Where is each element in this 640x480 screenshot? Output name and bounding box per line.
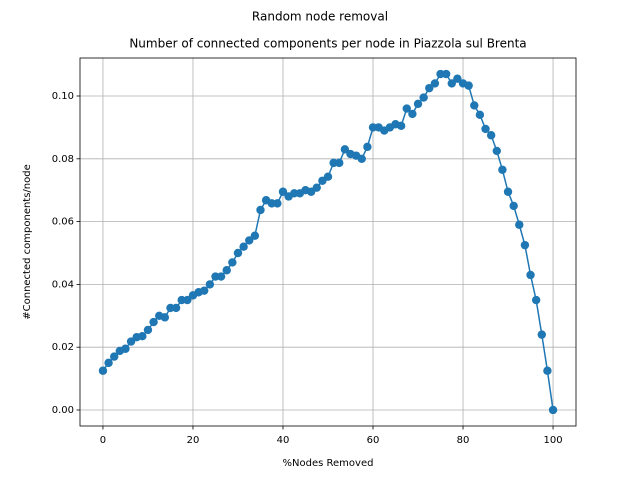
data-point bbox=[498, 165, 507, 174]
data-point bbox=[441, 69, 451, 79]
data-point bbox=[430, 79, 440, 88]
data-point bbox=[402, 104, 411, 113]
data-point bbox=[470, 101, 479, 110]
x-tick-label: 0 bbox=[100, 435, 106, 446]
data-point bbox=[357, 154, 366, 163]
data-point bbox=[335, 158, 344, 168]
data-point bbox=[205, 280, 215, 289]
data-point bbox=[464, 81, 473, 90]
data-point bbox=[509, 201, 518, 211]
y-tick-label: 0.08 bbox=[52, 154, 74, 165]
data-point bbox=[408, 109, 417, 119]
x-tick-label: 60 bbox=[367, 435, 380, 446]
data-point bbox=[98, 366, 108, 375]
data-point bbox=[183, 295, 192, 305]
data-point bbox=[520, 240, 530, 250]
data-point bbox=[340, 145, 350, 154]
data-point bbox=[104, 358, 113, 368]
x-axis-label: %Nodes Removed bbox=[283, 458, 374, 469]
x-tick-label: 20 bbox=[187, 435, 200, 446]
data-point bbox=[526, 270, 535, 280]
data-point bbox=[543, 366, 552, 375]
x-tick-label: 100 bbox=[543, 435, 562, 446]
data-point bbox=[250, 231, 260, 240]
data-point bbox=[425, 83, 434, 93]
data-point bbox=[256, 205, 265, 215]
data-point bbox=[138, 331, 147, 341]
data-point bbox=[149, 317, 158, 327]
data-point bbox=[531, 295, 541, 305]
data-point bbox=[312, 183, 321, 192]
data-point bbox=[110, 352, 119, 361]
data-point bbox=[447, 79, 456, 88]
series-line bbox=[102, 73, 554, 411]
data-point bbox=[323, 172, 333, 181]
plot-frame bbox=[79, 57, 577, 427]
data-point bbox=[492, 146, 501, 156]
y-axis-label: #Connected components/node bbox=[22, 164, 33, 320]
data-point bbox=[121, 344, 130, 353]
data-point bbox=[228, 258, 237, 267]
data-point bbox=[503, 187, 513, 196]
data-point bbox=[216, 272, 226, 281]
data-point bbox=[453, 74, 462, 83]
chart-title: Number of connected components per node … bbox=[129, 37, 526, 51]
data-point bbox=[278, 187, 288, 196]
data-point bbox=[537, 330, 546, 339]
data-point bbox=[239, 242, 248, 251]
x-tick-label: 80 bbox=[457, 435, 470, 446]
data-point bbox=[363, 142, 372, 152]
data-point bbox=[126, 337, 136, 346]
y-tick-label: 0.04 bbox=[52, 279, 74, 290]
data-point bbox=[413, 99, 423, 109]
data-point bbox=[548, 405, 558, 415]
data-point bbox=[171, 303, 181, 313]
data-point bbox=[419, 93, 428, 102]
y-tick-label: 0.00 bbox=[52, 405, 74, 416]
chart-suptitle: Random node removal bbox=[252, 10, 388, 24]
data-point bbox=[475, 110, 485, 120]
data-point bbox=[200, 286, 209, 295]
y-tick-label: 0.10 bbox=[52, 91, 74, 102]
y-tick-label: 0.02 bbox=[52, 342, 74, 353]
data-point bbox=[245, 236, 254, 245]
data-point bbox=[396, 121, 406, 131]
data-point bbox=[160, 313, 170, 322]
data-point bbox=[222, 266, 231, 275]
data-point bbox=[481, 124, 490, 134]
y-tick-label: 0.06 bbox=[52, 217, 74, 228]
data-point bbox=[273, 199, 282, 208]
data-point bbox=[515, 220, 524, 229]
data-point bbox=[143, 325, 153, 335]
data-point bbox=[233, 248, 243, 258]
data-point bbox=[486, 131, 496, 140]
x-tick-label: 40 bbox=[277, 435, 290, 446]
